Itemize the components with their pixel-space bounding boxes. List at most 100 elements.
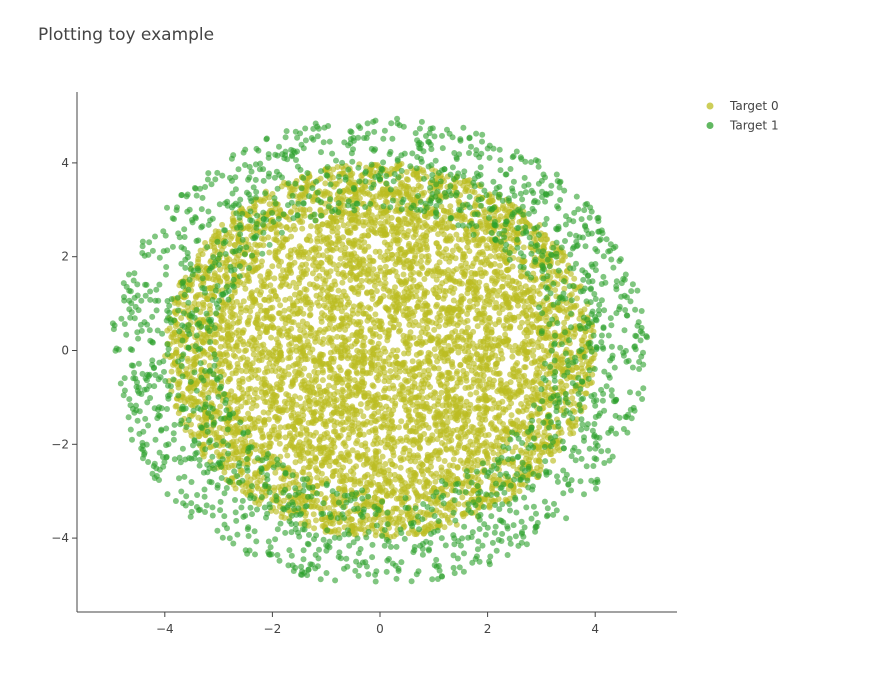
data-point <box>389 397 396 404</box>
data-point <box>389 288 396 295</box>
data-point <box>294 310 301 317</box>
data-point <box>300 206 307 213</box>
data-point <box>379 453 386 460</box>
data-point <box>571 275 578 282</box>
data-point <box>385 467 392 474</box>
data-point <box>293 284 300 291</box>
data-point <box>294 443 301 450</box>
data-point <box>440 295 447 302</box>
data-point <box>480 251 487 258</box>
data-point <box>415 238 422 245</box>
data-point <box>420 167 426 174</box>
data-point <box>405 467 412 474</box>
data-point <box>423 233 430 239</box>
data-point <box>397 464 404 471</box>
data-point <box>515 256 522 263</box>
data-point <box>494 292 501 299</box>
data-point <box>509 347 516 354</box>
data-point <box>309 270 316 277</box>
data-point <box>505 404 512 411</box>
data-point <box>326 374 333 381</box>
data-point <box>535 344 542 351</box>
data-point <box>339 487 346 494</box>
data-point <box>438 203 445 210</box>
data-point <box>531 377 537 384</box>
data-point <box>392 476 399 483</box>
data-point <box>393 495 400 502</box>
data-point <box>255 415 262 421</box>
data-point <box>337 367 344 374</box>
data-point <box>476 279 483 286</box>
data-point <box>282 424 289 431</box>
data-point <box>234 360 241 367</box>
data-point <box>277 424 284 431</box>
data-point <box>471 345 478 352</box>
data-point <box>497 262 503 269</box>
data-point <box>443 380 450 387</box>
data-point <box>327 367 334 374</box>
data-point <box>240 298 247 305</box>
data-point <box>300 465 307 472</box>
data-point <box>534 465 541 471</box>
data-point <box>363 460 370 467</box>
data-point <box>297 431 304 438</box>
data-point <box>393 531 400 538</box>
data-point <box>233 298 240 305</box>
data-point <box>263 465 270 472</box>
data-point <box>287 251 294 258</box>
data-point <box>437 355 443 361</box>
data-point <box>405 228 412 235</box>
data-point <box>301 386 308 393</box>
data-point <box>523 397 530 404</box>
data-point <box>484 360 491 367</box>
data-point <box>266 249 273 256</box>
data-point <box>369 330 376 337</box>
data-point <box>450 456 457 463</box>
data-point <box>305 464 312 471</box>
data-point <box>435 333 442 340</box>
data-point <box>207 259 214 265</box>
data-point <box>438 389 445 396</box>
data-point <box>388 165 395 172</box>
data-point <box>340 408 347 415</box>
data-point <box>334 333 341 340</box>
data-point <box>326 462 333 469</box>
data-point <box>356 195 363 202</box>
data-point <box>366 429 373 435</box>
data-point <box>447 203 454 210</box>
data-point <box>476 395 483 402</box>
data-point <box>348 516 355 523</box>
data-point <box>312 284 319 291</box>
data-point <box>340 404 347 411</box>
data-point <box>522 364 529 371</box>
data-point <box>444 419 451 426</box>
data-point <box>496 287 503 294</box>
data-point <box>292 479 299 486</box>
data-point <box>380 358 387 365</box>
data-point <box>314 334 321 341</box>
data-point <box>431 326 438 333</box>
data-point <box>254 265 261 272</box>
data-point <box>275 248 281 255</box>
data-point <box>440 287 447 294</box>
data-point <box>229 310 236 317</box>
data-point <box>302 356 309 363</box>
data-point <box>236 384 243 391</box>
data-point <box>261 277 268 284</box>
data-point <box>435 243 442 250</box>
data-point <box>185 358 192 365</box>
data-point <box>402 377 409 384</box>
data-point <box>239 375 246 382</box>
data-point <box>292 459 299 466</box>
data-point <box>464 457 471 464</box>
data-point <box>286 306 293 312</box>
data-point <box>360 339 367 345</box>
data-point <box>354 353 361 360</box>
data-point <box>199 251 206 258</box>
data-point <box>435 365 442 372</box>
data-point <box>415 454 422 461</box>
data-point <box>279 332 285 339</box>
data-point <box>371 404 378 411</box>
data-point <box>252 299 259 306</box>
